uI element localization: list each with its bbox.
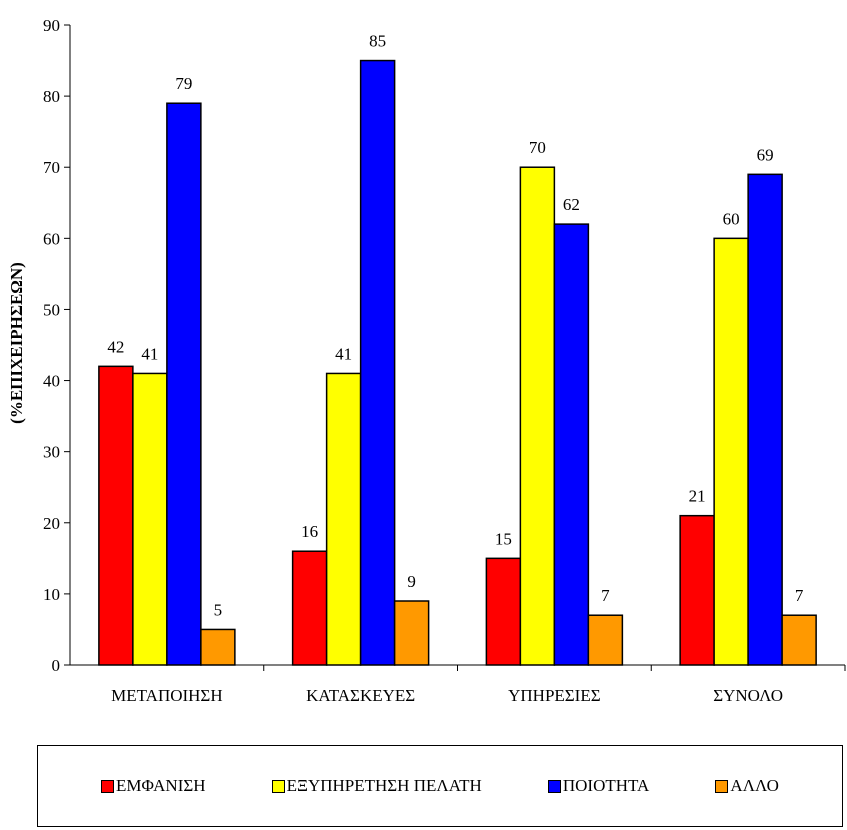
data-labels-layer: 42 41 79 5 16 41 85 9 15 70 62 7 21 60 69 7 [107,32,804,620]
y-tick-label: 90 [43,16,60,35]
bar-ΕΞΥΠΗΡΕΤΗΣΗ ΠΕΛΑΤΗ-ΚΑΤΑΣΚΕΥΕΣ [325,372,362,666]
legend-swatch [271,779,285,793]
data-label: 85 [369,32,386,51]
legend-item: ΕΞΥΠΗΡΕΤΗΣΗ ΠΕΛΑΤΗ [271,776,482,796]
bar-ΕΞΥΠΗΡΕΤΗΣΗ ΠΕΛΑΤΗ-ΥΠΗΡΕΣΙΕΣ [519,166,556,666]
bar-ΠΟΙΟΤΗΤΑ-ΚΑΤΑΣΚΕΥΕΣ [359,59,396,666]
data-label: 21 [689,487,706,506]
bar-ΠΟΙΟΤΗΤΑ-ΜΕΤΑΠΟΙΗΣΗ [166,102,202,666]
legend-swatch [547,779,561,793]
y-tick-label: 30 [43,443,60,462]
bar-ΑΛΛΟ-ΣΥΝΟΛΟ [781,614,817,666]
legend-label: ΕΞΥΠΗΡΕΤΗΣΗ ΠΕΛΑΤΗ [286,776,482,795]
data-label: 70 [529,138,546,157]
bar-ΑΛΛΟ-ΚΑΤΑΣΚΕΥΕΣ [393,600,430,666]
x-tick-label: ΚΑΤΑΣΚΕΥΕΣ [306,686,415,705]
bars-layer [98,59,817,666]
bar-ΠΟΙΟΤΗΤΑ-ΣΥΝΟΛΟ [747,173,783,666]
data-label: 60 [723,209,740,228]
legend-item: ΠΟΙΟΤΗΤΑ [547,776,650,796]
bar-ΕΜΦΑΝΙΣΗ-ΚΑΤΑΣΚΕΥΕΣ [291,550,328,666]
y-axis-title: (%ΕΠΙΧΕΙΡΗΣΕΩΝ) [7,262,26,424]
data-label: 62 [563,195,580,214]
legend-item: ΑΛΛΟ [715,776,779,796]
y-tick-label: 70 [43,158,60,177]
data-label: 41 [141,344,158,363]
bar-chart: 42 41 79 5 16 41 85 9 15 70 62 7 21 60 69 7 ΜΕΤΑΠΟΙΗΣΗ Κ… [7,16,846,705]
data-label: 5 [214,600,223,619]
y-tick-label: 10 [43,585,60,604]
bar-ΕΜΦΑΝΙΣΗ-ΣΥΝΟΛΟ [679,514,715,666]
data-label: 79 [175,74,192,93]
y-tick-label: 40 [43,372,60,391]
data-label: 15 [495,529,512,548]
data-label: 69 [757,145,774,164]
bar-ΕΞΥΠΗΡΕΤΗΣΗ ΠΕΛΑΤΗ-ΣΥΝΟΛΟ [713,237,749,666]
data-label: 41 [335,344,352,363]
y-tick-label: 80 [43,87,60,106]
legend: ΕΜΦΑΝΙΣΗ ΕΞΥΠΗΡΕΤΗΣΗ ΠΕΛΑΤΗ ΠΟΙΟΤΗΤΑ ΑΛΛΟ [37,745,843,827]
bar-ΑΛΛΟ-ΥΠΗΡΕΣΙΕΣ [587,614,624,666]
legend-item: ΕΜΦΑΝΙΣΗ [101,776,206,796]
legend-label: ΑΛΛΟ [730,776,779,795]
legend-label: ΠΟΙΟΤΗΤΑ [562,776,650,795]
x-tick-label: ΥΠΗΡΕΣΙΕΣ [508,686,601,705]
bar-ΕΞΥΠΗΡΕΤΗΣΗ ΠΕΛΑΤΗ-ΜΕΤΑΠΟΙΗΣΗ [132,372,168,666]
data-label: 7 [601,586,610,605]
data-label: 9 [407,572,416,591]
legend-swatch [715,779,729,793]
x-tick-label: ΜΕΤΑΠΟΙΗΣΗ [111,686,222,705]
x-tick-label: ΣΥΝΟΛΟ [713,686,783,705]
bar-ΑΛΛΟ-ΜΕΤΑΠΟΙΗΣΗ [200,628,236,666]
legend-swatch [101,779,115,793]
y-tick-label: 0 [52,656,61,675]
legend-label: ΕΜΦΑΝΙΣΗ [116,776,206,795]
data-label: 16 [301,522,318,541]
axes: ΜΕΤΑΠΟΙΗΣΗ ΚΑΤΑΣΚΕΥΕΣ ΥΠΗΡΕΣΙΕΣ ΣΥΝΟΛΟ 0 10 20… [43,16,846,705]
data-label: 42 [107,337,124,356]
y-tick-label: 60 [43,229,60,248]
bar-ΕΜΦΑΝΙΣΗ-ΜΕΤΑΠΟΙΗΣΗ [98,365,134,666]
data-label: 7 [795,586,804,605]
y-tick-label: 20 [43,514,60,533]
bar-ΠΟΙΟΤΗΤΑ-ΥΠΗΡΕΣΙΕΣ [553,223,590,666]
y-tick-label: 50 [43,300,60,319]
bar-ΕΜΦΑΝΙΣΗ-ΥΠΗΡΕΣΙΕΣ [485,557,522,666]
